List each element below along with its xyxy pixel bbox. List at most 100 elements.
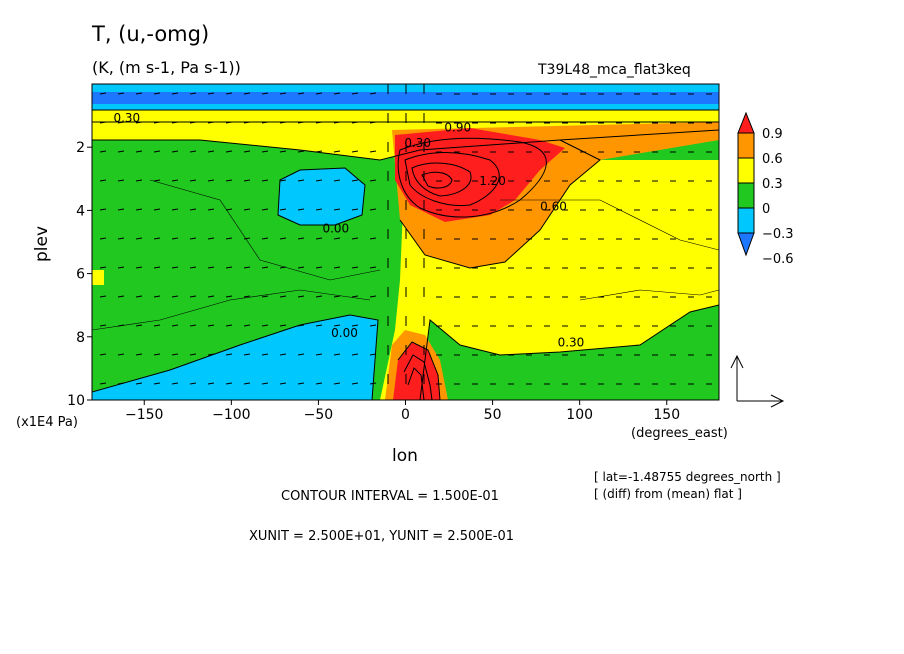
wind-arrow xyxy=(351,382,359,385)
wind-arrow xyxy=(153,150,161,153)
contour-line xyxy=(407,367,425,400)
wind-arrow xyxy=(315,92,323,95)
x-tick-label: 50 xyxy=(484,407,502,423)
wind-arrow xyxy=(261,208,269,211)
wind-arrow xyxy=(369,121,377,124)
wind-arrow xyxy=(135,237,143,240)
contour-line xyxy=(421,171,453,189)
wind-arrow xyxy=(117,382,125,385)
wind-arrow xyxy=(351,150,359,153)
y-axis-unit: (x1E4 Pa) xyxy=(16,415,78,430)
wind-arrow xyxy=(297,324,305,327)
wind-arrow xyxy=(261,150,269,153)
wind-arrow xyxy=(207,121,215,124)
wind-arrow xyxy=(189,237,197,240)
colorbar-segment xyxy=(737,157,755,184)
wind-arrow xyxy=(243,266,251,269)
wind-arrow xyxy=(243,208,251,211)
contour-line xyxy=(397,137,547,218)
wind-arrow xyxy=(99,353,107,356)
wind-arrow xyxy=(117,150,125,153)
cold-pool-upper xyxy=(278,168,365,225)
wind-arrow xyxy=(279,353,287,356)
wind-arrow xyxy=(333,353,341,356)
wind-arrow xyxy=(117,266,125,269)
wind-arrow xyxy=(333,266,341,269)
wind-arrow xyxy=(135,150,143,153)
y-tick-label: 10 xyxy=(67,393,85,409)
wind-arrow xyxy=(99,382,107,385)
wind-arrow xyxy=(117,324,125,327)
colorbar-label: 0 xyxy=(762,202,770,217)
wind-arrow xyxy=(261,92,269,95)
wind-arrow xyxy=(207,237,215,240)
diff-info: [ (diff) from (mean) flat ] xyxy=(594,487,742,501)
contour-labels: 0.30 0.90 0.00 0.60 0.00 0.30 1.20 0.30 xyxy=(113,111,584,349)
chart-units: (K, (m s-1, Pa s-1)) xyxy=(92,58,241,77)
x-axis-label: lon xyxy=(392,446,418,466)
wind-arrow xyxy=(207,208,215,211)
wind-arrow xyxy=(261,237,269,240)
x-tick-label: −100 xyxy=(212,407,250,423)
wind-arrow xyxy=(261,295,269,298)
contour-line xyxy=(579,289,719,301)
wind-arrow xyxy=(369,295,377,298)
wind-arrow xyxy=(297,237,305,240)
wind-arrow xyxy=(369,324,377,327)
colorbar: −0.6 −0.3 0 0.3 0.6 0.9 xyxy=(737,111,794,267)
contour-lines xyxy=(92,109,719,400)
wind-arrow xyxy=(351,295,359,298)
wind-arrow xyxy=(297,382,305,385)
contour-line xyxy=(403,354,433,400)
wind-arrow xyxy=(369,150,377,153)
wind-arrow xyxy=(207,353,215,356)
wind-arrow xyxy=(171,92,179,95)
contour-label: 0.30 xyxy=(113,111,140,125)
wind-arrow xyxy=(225,382,233,385)
contour-line xyxy=(277,167,366,226)
wind-arrow xyxy=(153,208,161,211)
wind-arrow xyxy=(135,179,143,182)
wind-arrow xyxy=(99,324,107,327)
wind-arrow xyxy=(153,121,161,124)
wind-arrow xyxy=(171,208,179,211)
wind-arrow xyxy=(99,179,107,182)
wind-arrow xyxy=(225,295,233,298)
wind-arrow xyxy=(189,179,197,182)
wind-arrow xyxy=(297,295,305,298)
contour-label: 0.00 xyxy=(322,222,349,236)
wind-arrow xyxy=(117,92,125,95)
wind-arrow xyxy=(351,324,359,327)
x-tick-label: 100 xyxy=(566,407,593,423)
wind-arrow xyxy=(99,295,107,298)
contour-line xyxy=(397,341,441,400)
wind-arrow xyxy=(315,121,323,124)
wind-arrow xyxy=(225,179,233,182)
wind-arrow xyxy=(225,237,233,240)
wind-arrow xyxy=(369,237,377,240)
wind-arrow xyxy=(171,150,179,153)
wind-vectors xyxy=(99,84,712,385)
wind-arrow xyxy=(297,208,305,211)
wind-arrow xyxy=(207,324,215,327)
wind-arrow xyxy=(135,121,143,124)
contour-line xyxy=(92,289,371,331)
contour-line xyxy=(92,314,379,400)
wind-arrow xyxy=(315,353,323,356)
y-tick-label: 2 xyxy=(76,140,85,156)
wind-arrow xyxy=(207,179,215,182)
run-name: T39L48_mca_flat3keq xyxy=(538,62,691,78)
wind-arrow xyxy=(261,382,269,385)
wind-arrow xyxy=(135,295,143,298)
wind-arrow xyxy=(279,237,287,240)
wind-arrow xyxy=(351,353,359,356)
y-tick-label: 4 xyxy=(76,203,85,219)
wind-arrow xyxy=(135,382,143,385)
colorbar-label: 0.9 xyxy=(762,127,783,142)
contour-label: 0.30 xyxy=(404,136,431,150)
wind-arrow xyxy=(315,266,323,269)
wind-arrow xyxy=(315,150,323,153)
wind-arrow xyxy=(261,179,269,182)
wind-arrow xyxy=(153,295,161,298)
